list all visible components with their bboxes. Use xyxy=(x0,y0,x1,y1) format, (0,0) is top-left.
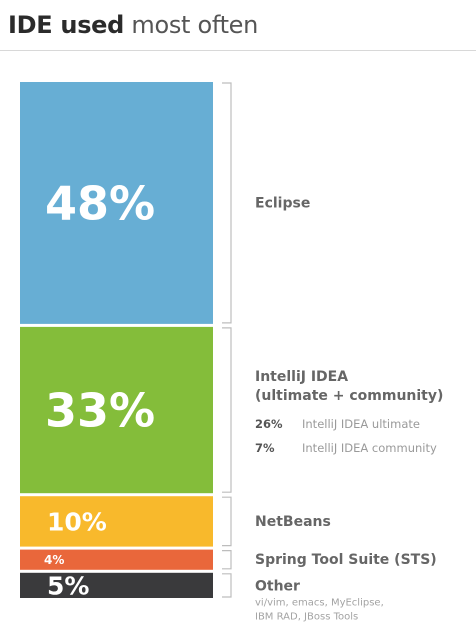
segment-4-category-label-0: Other xyxy=(255,578,300,594)
segment-0-bracket xyxy=(222,82,232,324)
segment-1-breakdown-value-0: 26% xyxy=(255,417,283,431)
segment-3-category-label-0: Spring Tool Suite (STS) xyxy=(255,552,437,568)
segment-1-bracket xyxy=(222,327,232,493)
segment-4-bracket xyxy=(222,573,232,598)
segment-0-bar xyxy=(20,82,213,324)
segment-1-bar xyxy=(20,326,213,494)
segment-4-note-1: IBM RAD, JBoss Tools xyxy=(255,611,358,622)
segment-1-breakdown-label-1: IntelliJ IDEA community xyxy=(302,441,437,455)
chart-title-bold: IDE used xyxy=(8,11,125,39)
segment-3-value-label: 4% xyxy=(44,553,64,567)
segment-0-value-label: 48% xyxy=(45,177,155,231)
segment-2-category-label-0: NetBeans xyxy=(255,514,331,530)
segment-4-bar xyxy=(20,572,213,598)
segment-3-bracket xyxy=(222,550,232,570)
segment-4-note-0: vi/vim, emacs, MyEclipse, xyxy=(255,597,384,608)
segment-1-category-label-1: (ultimate + community) xyxy=(255,388,443,404)
segment-4-value-label: 5% xyxy=(47,571,89,600)
segment-2-value-label: 10% xyxy=(47,507,107,536)
segment-2-bar xyxy=(20,496,213,547)
segment-2-bracket xyxy=(222,496,232,547)
segment-3-bar xyxy=(20,549,213,570)
title-divider xyxy=(0,50,476,51)
segment-1-category-label-0: IntelliJ IDEA xyxy=(255,369,348,385)
chart-title: IDE used most often xyxy=(8,10,258,40)
chart-title-rest: most often xyxy=(124,11,259,39)
segment-1-breakdown-label-0: IntelliJ IDEA ultimate xyxy=(302,417,420,431)
segment-1-value-label: 33% xyxy=(45,384,155,438)
segment-1-breakdown-value-1: 7% xyxy=(255,441,275,455)
segment-0-category-label-0: Eclipse xyxy=(255,196,310,212)
